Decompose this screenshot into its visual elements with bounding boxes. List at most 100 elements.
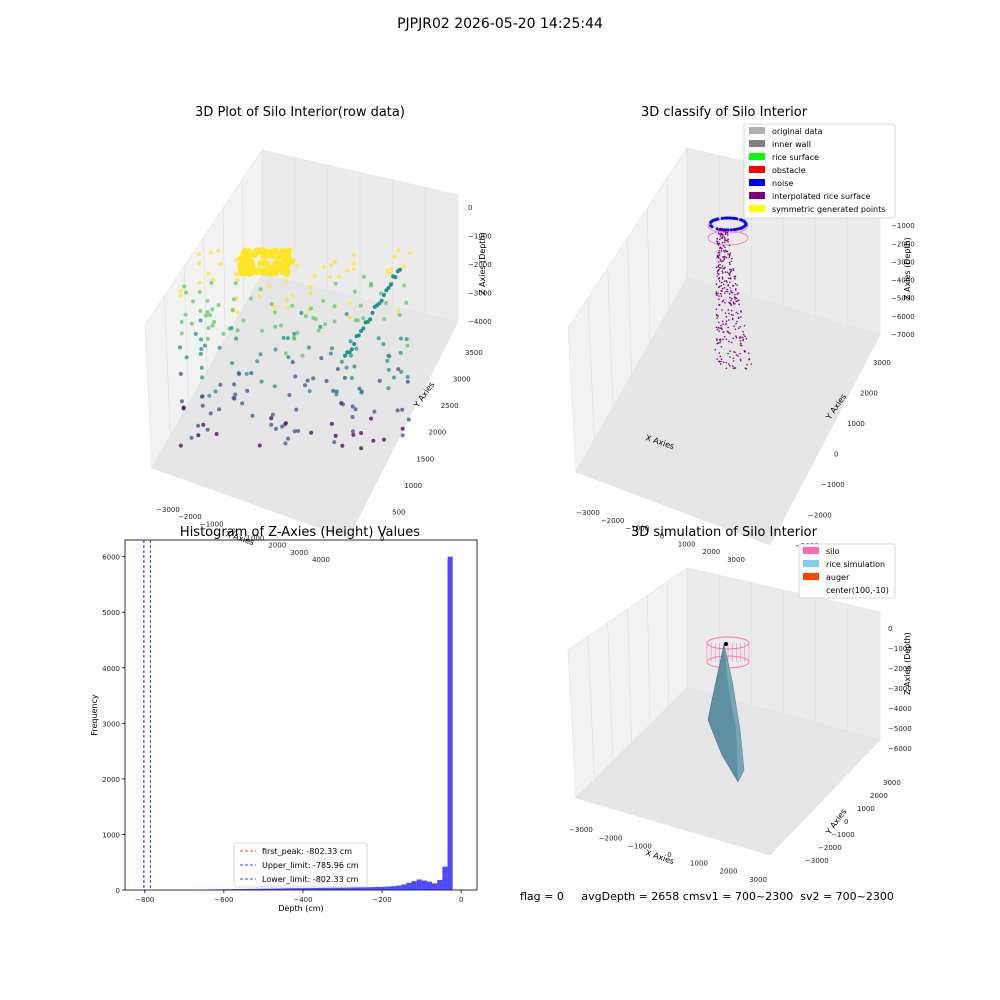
- interpolated-point: [719, 342, 721, 344]
- interpolated-point: [720, 289, 722, 292]
- scatter-point: [182, 284, 187, 289]
- scatter-point: [199, 365, 204, 370]
- scatter-point: [402, 283, 407, 288]
- z-tick-label: −1000: [888, 645, 912, 653]
- interpolated-point: [719, 235, 722, 237]
- y-tick-label: 1000: [404, 482, 422, 490]
- scatter-point: [230, 361, 235, 366]
- scatter-point: [249, 296, 254, 301]
- y-tick-label: 0: [380, 535, 384, 543]
- interpolated-point: [723, 255, 726, 258]
- interpolated-point: [726, 288, 728, 291]
- z-tick-label: −5000: [891, 295, 915, 303]
- interpolated-point: [724, 249, 727, 252]
- histogram-bar: [349, 887, 355, 890]
- scatter-point: [218, 382, 223, 387]
- interpolated-point: [727, 331, 730, 334]
- scatter-point: [281, 250, 288, 257]
- scatter-point: [387, 354, 392, 359]
- interpolated-point: [718, 238, 721, 241]
- interpolated-point: [724, 230, 727, 233]
- scatter-point: [389, 267, 394, 272]
- scatter-point: [391, 375, 396, 380]
- interpolated-point: [726, 234, 729, 236]
- scatter-point: [339, 359, 344, 364]
- interpolated-point: [737, 299, 740, 302]
- x-tick-label: 2000: [268, 542, 286, 550]
- threshold-lines: [143, 540, 151, 890]
- interpolated-point: [723, 258, 726, 261]
- scatter-point: [397, 312, 402, 317]
- scatter-point: [321, 265, 326, 270]
- interpolated-point: [728, 254, 731, 257]
- axes-panes: [567, 567, 881, 856]
- scatter-point: [294, 407, 299, 412]
- scatter-point: [197, 261, 202, 266]
- scatter-point: [179, 331, 184, 336]
- floor-pane: [151, 274, 459, 539]
- histogram-bar: [401, 884, 407, 890]
- scatter-point: [368, 317, 373, 322]
- scatter-point: [400, 426, 405, 431]
- legend-swatch: [749, 127, 765, 134]
- histogram-bar: [396, 885, 402, 890]
- interpolated-point: [727, 352, 729, 355]
- scatter-point: [244, 371, 249, 376]
- interpolated-point: [735, 322, 737, 325]
- scatter-point: [334, 392, 339, 397]
- interpolated-point: [722, 283, 725, 286]
- scatter-point: [260, 328, 265, 333]
- tick-labels: −3000−2000−10000100020003000−3000−2000−1…: [576, 204, 915, 564]
- interpolated-point: [732, 365, 734, 367]
- scatter-point: [245, 388, 250, 393]
- scatter-point: [217, 407, 222, 412]
- scatter-point: [358, 303, 363, 308]
- interpolated-point: [716, 272, 719, 274]
- histogram-bar: [329, 887, 335, 890]
- interpolated-point: [716, 240, 718, 243]
- histogram-bar: [293, 888, 299, 890]
- interpolated-point: [729, 356, 731, 358]
- legend-swatch: [749, 140, 765, 147]
- interpolated-point: [718, 339, 721, 341]
- legend-box: [798, 543, 896, 599]
- center-marker: [724, 642, 728, 646]
- legend-label: rice surface: [772, 153, 819, 162]
- scatter-point: [388, 282, 393, 287]
- interpolated-point: [720, 360, 722, 363]
- scatter-point: [240, 401, 245, 406]
- interpolated-point: [745, 337, 748, 340]
- scatter-point: [396, 367, 401, 372]
- z-tick-label: −4000: [891, 277, 915, 285]
- scatter-point: [330, 346, 335, 351]
- scatter-point: [269, 416, 274, 421]
- scatter-point: [285, 336, 290, 341]
- legend-box: [743, 123, 896, 219]
- y-tick-label: 0: [116, 887, 120, 895]
- y-tick-label: 2000: [860, 390, 878, 398]
- interpolated-point: [725, 338, 728, 341]
- scatter-point: [405, 343, 410, 348]
- interpolated-point: [717, 298, 720, 301]
- gridline: [203, 237, 208, 372]
- interpolated-point: [717, 232, 720, 235]
- scatter-point: [299, 310, 304, 315]
- interpolated-point: [728, 244, 731, 247]
- interpolated-point: [732, 301, 735, 303]
- scatter-point: [178, 443, 183, 448]
- scatter-point: [377, 301, 382, 306]
- interpolated-point: [722, 267, 724, 270]
- scatter-point: [179, 319, 184, 324]
- figure-suptitle: PJPJR02 2026-05-20 14:25:44: [397, 16, 603, 32]
- scatter-point: [252, 248, 259, 255]
- interpolated-point: [724, 312, 727, 314]
- x-tick-label: −2000: [601, 517, 625, 525]
- noise-point: [710, 225, 714, 229]
- interpolated-point: [729, 252, 732, 254]
- interpolated-point: [721, 247, 723, 250]
- interpolated-point: [726, 330, 729, 333]
- scatter-point: [321, 298, 326, 303]
- z-tick-label: −6000: [888, 745, 912, 753]
- interpolated-point: [724, 292, 726, 294]
- scatter-point: [381, 437, 386, 442]
